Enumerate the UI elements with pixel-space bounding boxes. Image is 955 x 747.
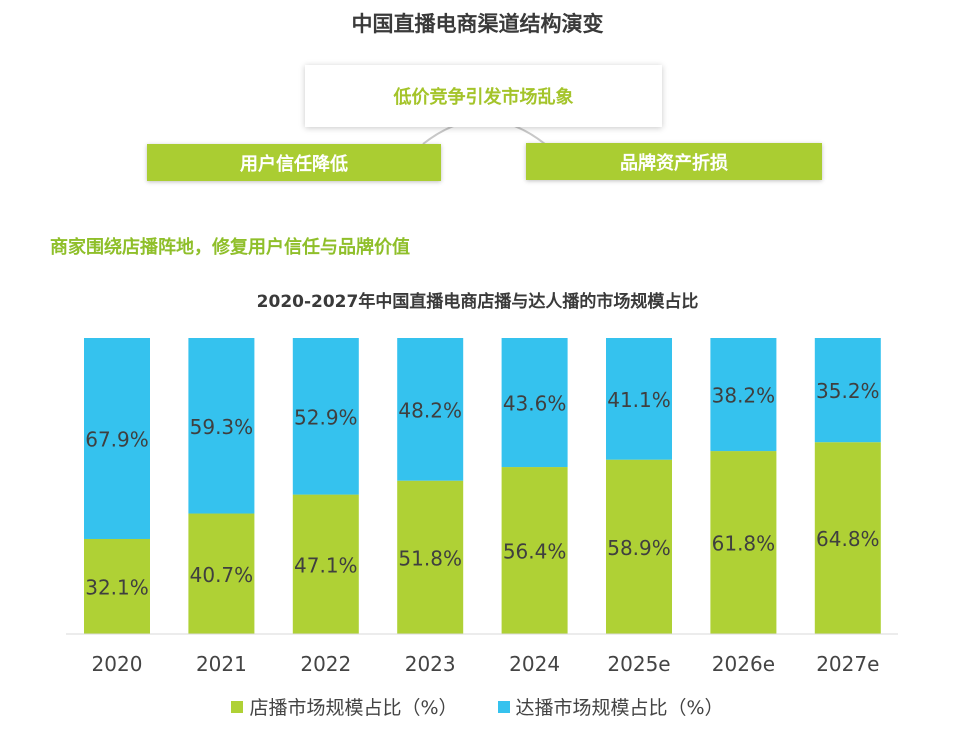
data-label-influencer: 59.3% [190, 415, 254, 439]
data-label-store: 32.1% [85, 575, 149, 599]
data-label-influencer: 35.2% [816, 379, 880, 403]
page-title: 中国直播电商渠道结构演变 [351, 12, 604, 36]
bar-influencer [188, 338, 255, 514]
stacked-bar-chart: 32.1% 67.9% 2020 40.7% 59.3% 2021 47.1% 52.9% 20… [66, 338, 898, 676]
data-label-store: 64.8% [816, 527, 880, 551]
data-label-influencer: 67.9% [85, 427, 149, 451]
data-label-store: 40.7% [190, 563, 254, 587]
bar-influencer [397, 338, 464, 481]
data-label-influencer: 52.9% [294, 405, 358, 429]
legend-swatch-store [231, 700, 244, 713]
x-tick-label: 2025e [607, 652, 670, 676]
issue-box-top: 低价竞争引发市场乱象 [305, 65, 662, 127]
bar-influencer [710, 338, 777, 452]
legend-label-influencer: 达播市场规模占比（%） [515, 697, 724, 719]
legend-item-store: 店播市场规模占比（%） [231, 693, 458, 720]
data-label-store: 47.1% [294, 553, 358, 577]
bar-store [814, 442, 881, 634]
bar-influencer [84, 338, 150, 539]
x-tick-label: 2027e [816, 652, 879, 676]
data-label-influencer: 38.2% [712, 384, 776, 408]
x-tick-label: 2023 [405, 652, 456, 676]
issue-box-left: 用户信任降低 [147, 144, 441, 181]
data-label-influencer: 41.1% [607, 388, 671, 412]
bar-influencer [501, 338, 568, 468]
x-tick-label: 2021 [196, 652, 247, 676]
legend-swatch-influencer [497, 700, 510, 713]
data-label-store: 61.8% [712, 532, 776, 556]
bar-store [710, 451, 777, 634]
bar-influencer [606, 338, 672, 460]
data-label-influencer: 43.6% [503, 392, 567, 416]
bar-store [292, 494, 359, 634]
chart-title: 2020-2027年中国直播电商店播与达人播的市场规模占比 [256, 292, 699, 312]
data-label-store: 51.8% [398, 546, 462, 570]
bar-store [397, 480, 464, 634]
bar-store [606, 459, 672, 634]
x-tick-label: 2026e [712, 652, 775, 676]
legend-label-store: 店播市场规模占比（%） [249, 697, 458, 719]
issue-box-right: 品牌资产折损 [526, 143, 822, 180]
data-label-influencer: 48.2% [398, 398, 462, 422]
data-label-store: 56.4% [503, 540, 567, 564]
x-tick-label: 2022 [300, 652, 351, 676]
subheading: 商家围绕店播阵地，修复用户信任与品牌价值 [50, 237, 410, 258]
bar-influencer [814, 338, 881, 443]
data-label-store: 58.9% [607, 536, 671, 560]
bar-store [188, 513, 255, 634]
x-tick-label: 2024 [509, 652, 560, 676]
bar-store [501, 467, 568, 634]
chart-legend: 店播市场规模占比（%） 达播市场规模占比（%） [0, 693, 955, 720]
x-tick-label: 2020 [92, 652, 143, 676]
bar-influencer [292, 338, 359, 495]
bar-store [84, 538, 150, 634]
legend-item-influencer: 达播市场规模占比（%） [497, 693, 724, 720]
